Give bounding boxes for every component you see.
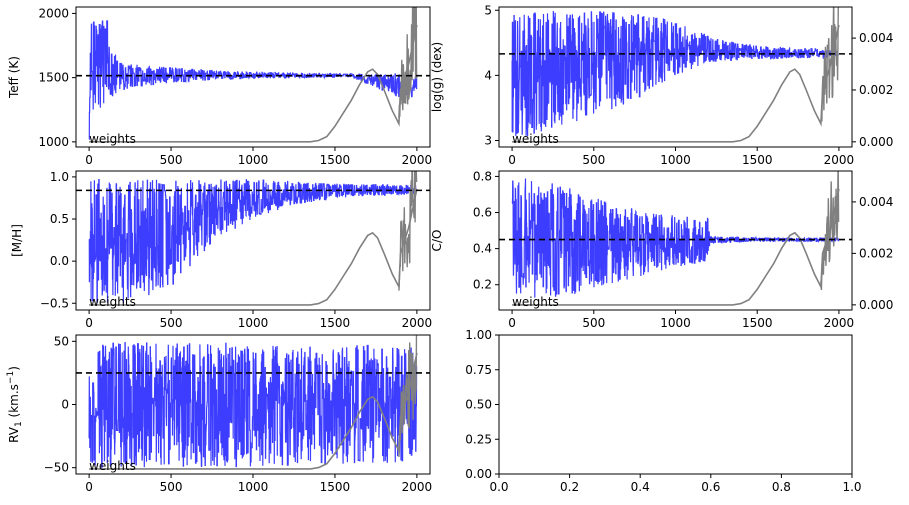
subplot-5: weights 0 500 1000 1500 2000 −50 0 50 RV1 (km.s−1… [6,334,433,494]
x-tick-label: 500 [160,153,183,167]
x-tick-label: 2000 [824,153,855,167]
y-tick-label: 0.00 [465,467,492,481]
y-axis-label: C/O [430,230,444,252]
y-tick-label: 0.2 [473,278,492,292]
y-tick-label: 1000 [38,135,69,149]
weights-annotation: weights [512,295,559,309]
plot-area [499,7,852,143]
x-tick-label: 1000 [238,316,269,330]
trace-line [511,178,840,298]
subplot-3: weights 0 500 1000 1500 2000 −0.5 0.0 0.5 1.0 [M/H… [10,170,433,330]
y-tick-label: 1.00 [465,328,492,342]
y-tick-label: 50 [54,334,69,348]
x-tick-label: 1500 [320,153,351,167]
x-tick-label: 2000 [402,480,433,494]
subplot-4: weights 0 500 1000 1500 2000 0.2 0.4 0.6 0.8 0.000… [430,169,893,330]
weights-annotation: weights [89,295,136,309]
y-tick-label: 0.50 [465,398,492,412]
y2-tick-label: 0.004 [859,31,893,45]
y-axis-label: log(g) (dex) [430,42,444,112]
y2-tick-label: 0.004 [859,195,893,209]
y-tick-label: 0.75 [465,363,492,377]
x-tick-label: 1000 [238,153,269,167]
x-tick-label: 500 [160,480,183,494]
y-tick-label: 3 [484,133,492,147]
y-axis-label: [M/H] [10,224,24,257]
weights-tail-line [820,171,840,291]
y-axis-label: RV1 (km.s−1) [6,366,24,443]
y2-tick-label: 0.000 [859,135,893,149]
y-tick-label: 1500 [38,71,69,85]
trace-line [88,179,417,304]
y-tick-label: 0.0 [50,254,69,268]
y-tick-label: −0.5 [40,296,69,310]
x-tick-label: 0.6 [701,480,720,494]
axes-frame [498,334,853,475]
trace-line [88,342,418,468]
y2-tick-label: 0.002 [859,83,893,97]
trace-line [511,11,839,137]
y-tick-label: 1.0 [50,170,69,184]
x-tick-label: 1500 [742,316,773,330]
y-axis-label: Teff (K) [7,56,21,99]
x-tick-label: 1.0 [842,480,861,494]
y-tick-label: 0 [61,398,69,412]
x-tick-label: 1500 [742,153,773,167]
y-tick-label: 5 [484,3,492,17]
x-tick-label: 0.8 [772,480,791,494]
weights-tail-line [398,171,418,291]
x-tick-label: 0.2 [560,480,579,494]
x-tick-label: 1500 [320,480,351,494]
weights-tail-line [820,7,839,122]
x-tick-label: 500 [582,153,605,167]
x-tick-label: 1500 [320,316,351,330]
subplot-6: 0.0 0.2 0.4 0.6 0.8 1.0 0.00 0.25 0.50 0.75 1.00 [465,328,861,494]
trace-line [88,20,418,140]
x-tick-label: 0 [85,316,93,330]
x-tick-label: 0 [85,153,93,167]
subplot-2: weights 0 500 1000 1500 2000 3 4 5 0.000 0.002 0.00… [430,3,893,167]
plot-area [76,7,430,143]
x-tick-label: 2000 [402,153,433,167]
x-tick-label: 500 [160,316,183,330]
weights-annotation: weights [89,459,136,473]
x-tick-label: 1000 [660,316,691,330]
x-tick-label: 1000 [660,153,691,167]
weights-tail-line [398,335,418,458]
x-tick-label: 0 [85,480,93,494]
y-tick-label: 0.4 [473,242,492,256]
weights-annotation: weights [512,132,559,146]
weights-tail-line [398,7,418,118]
y2-tick-label: 0.000 [859,298,893,312]
x-tick-label: 500 [582,316,605,330]
x-tick-label: 2000 [824,316,855,330]
y-tick-label: 0.25 [465,432,492,446]
weights-annotation: weights [89,132,136,146]
plot-area [499,171,852,306]
x-tick-label: 0.0 [489,480,508,494]
y2-tick-label: 0.002 [859,246,893,260]
plot-area [76,171,430,306]
y-tick-label: −50 [44,461,69,475]
x-tick-label: 2000 [402,316,433,330]
x-tick-label: 0 [508,153,516,167]
x-tick-label: 1000 [238,480,269,494]
x-tick-label: 0.4 [631,480,650,494]
y-tick-label: 2000 [38,6,69,20]
y-tick-label: 0.6 [473,206,492,220]
y-tick-label: 0.5 [50,212,69,226]
y-tick-label: 0.8 [473,169,492,183]
plot-area [76,335,430,470]
y-tick-label: 4 [484,68,492,82]
x-tick-label: 0 [508,316,516,330]
subplot-1: weights 0 500 1000 1500 2000 1000 1500 2000 Teff … [7,6,433,167]
